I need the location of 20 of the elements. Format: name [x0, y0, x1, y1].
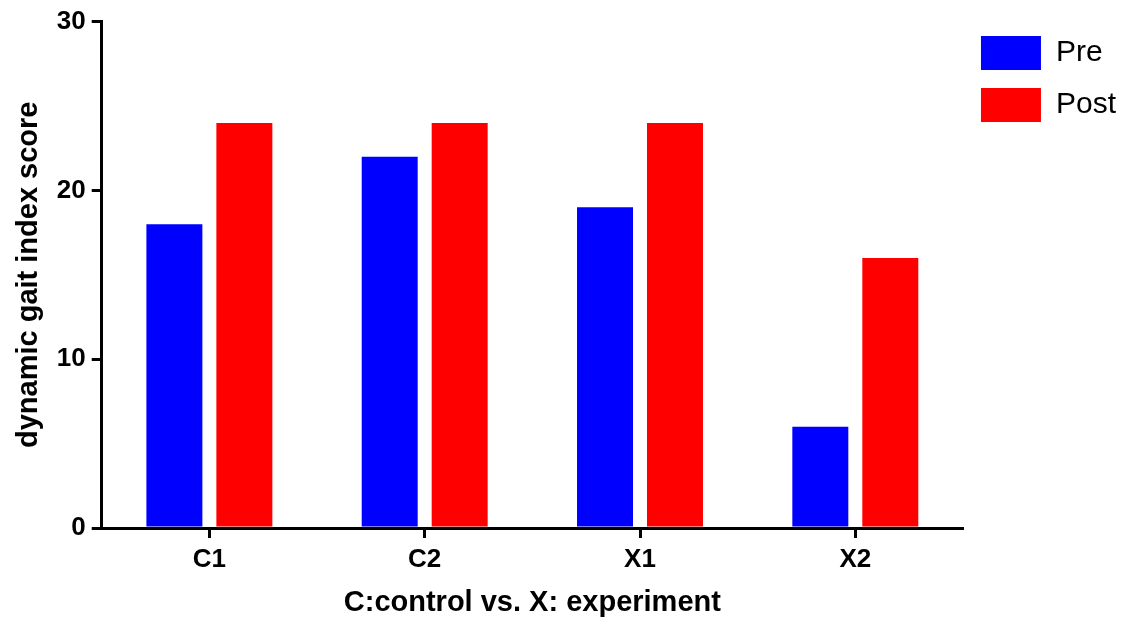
bar — [361, 156, 418, 527]
x-tick-label: X1 — [624, 542, 656, 573]
x-tick-label: C2 — [408, 542, 442, 573]
bar — [647, 122, 703, 527]
legend-label: Pre — [1055, 34, 1103, 68]
bar — [216, 122, 273, 527]
bar — [431, 122, 488, 527]
x-tick-label: C1 — [192, 542, 226, 573]
y-tick-label: 20 — [56, 173, 86, 204]
x-tick-label: X2 — [839, 542, 872, 573]
bar — [146, 224, 203, 527]
bar — [792, 426, 849, 527]
y-tick-label: 10 — [56, 342, 86, 373]
bar — [862, 257, 919, 527]
legend-label: Post — [1055, 86, 1117, 120]
y-axis-title: dynamic gait index score — [11, 101, 44, 449]
x-axis-title: C:control vs. X: experiment — [343, 584, 722, 617]
y-tick-label: 0 — [71, 511, 86, 542]
bar — [577, 207, 633, 527]
y-tick-label: 30 — [56, 4, 86, 35]
